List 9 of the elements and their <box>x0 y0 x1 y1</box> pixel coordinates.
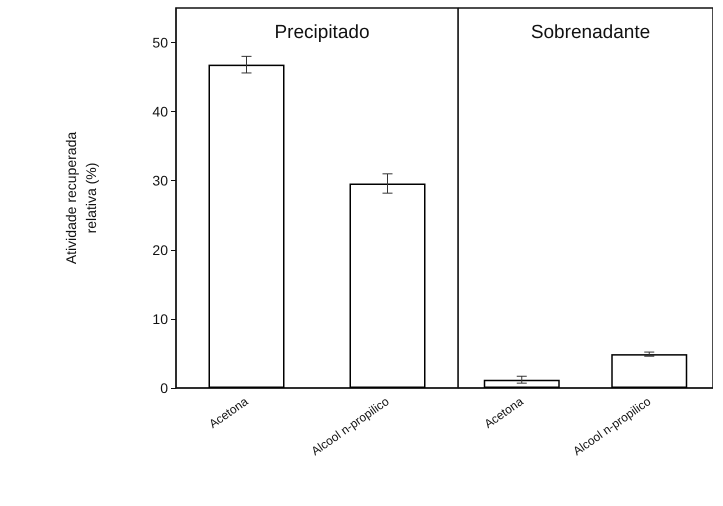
y-tick-label: 50 <box>152 34 168 51</box>
y-tick-label: 10 <box>152 310 168 327</box>
y-tick-label: 30 <box>152 172 168 189</box>
y-tick-label: 0 <box>160 380 168 396</box>
text: Precipitado <box>274 22 370 43</box>
y-axis-title: Atividade recuperada relativa (%) <box>63 132 99 264</box>
y-tick-label: 40 <box>152 104 168 120</box>
text: Sobrenadante <box>530 22 650 43</box>
y-tick-label: 20 <box>152 242 168 258</box>
